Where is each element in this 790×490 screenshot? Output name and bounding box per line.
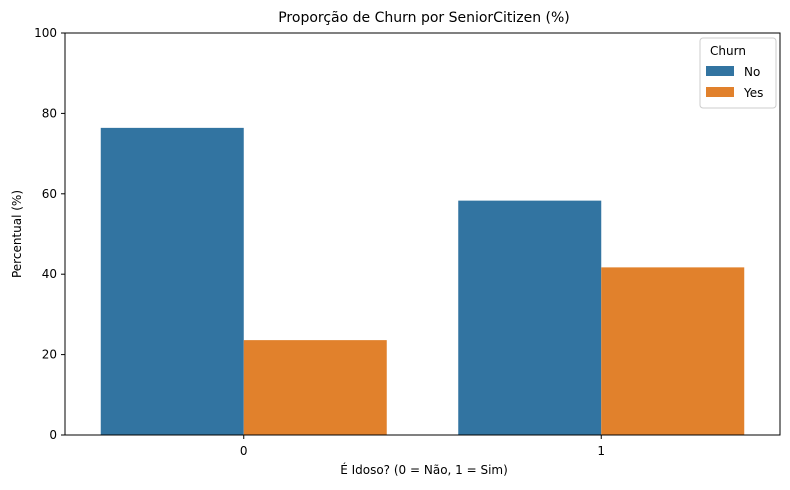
legend-label-yes: Yes: [743, 86, 763, 100]
bar-no-0: [100, 127, 244, 436]
bar-no-1: [458, 200, 602, 435]
legend-swatch-yes: [706, 87, 734, 97]
legend: Churn No Yes: [699, 37, 777, 109]
y-axis-label: Percentual (%): [10, 190, 24, 278]
y-tick-label: 0: [49, 428, 57, 442]
y-tick-label: 60: [42, 187, 57, 201]
bar-yes-0: [243, 340, 387, 435]
chart-title: Proporção de Churn por SeniorCitizen (%): [278, 10, 570, 26]
bar-yes-1: [601, 267, 745, 435]
y-tick-label: 20: [42, 348, 57, 362]
plot-area: 0 20 40 60 80 100 0 1: [34, 26, 781, 458]
x-tick-label: 0: [240, 444, 248, 458]
legend-swatch-no: [706, 66, 734, 76]
y-tick-label: 40: [42, 267, 57, 281]
y-tick-label: 100: [34, 26, 57, 40]
x-axis-label: É Idoso? (0 = Não, 1 = Sim): [340, 462, 508, 477]
y-tick-label: 80: [42, 106, 57, 120]
legend-title: Churn: [710, 44, 746, 58]
legend-label-no: No: [744, 65, 760, 79]
x-tick-label: 1: [597, 444, 605, 458]
plot-frame: [64, 32, 781, 436]
